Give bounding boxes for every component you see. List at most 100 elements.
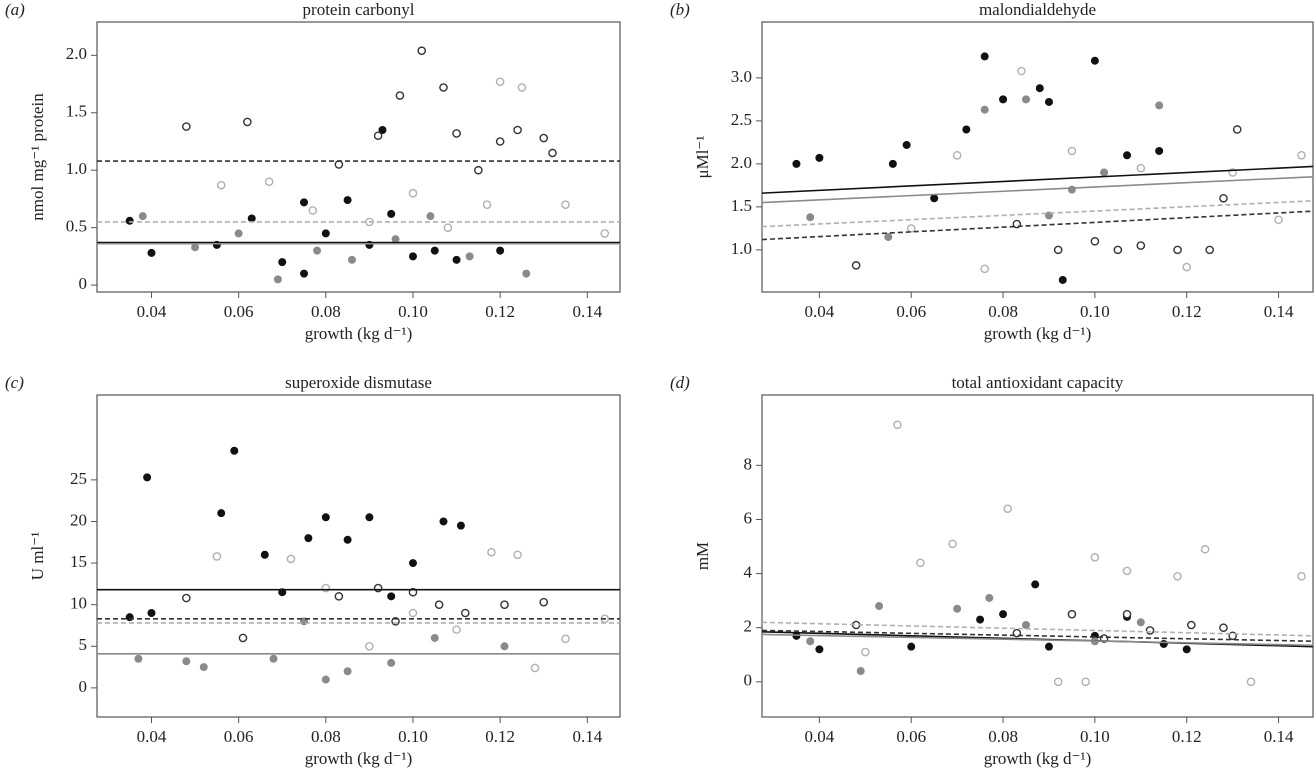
point	[373, 583, 383, 593]
point	[1044, 642, 1053, 651]
point	[365, 513, 374, 522]
point	[408, 252, 417, 261]
point	[1058, 275, 1067, 284]
point	[334, 160, 344, 169]
x-tick-label: 0.12	[1172, 302, 1202, 321]
point	[334, 592, 344, 601]
x-tick-label: 0.12	[485, 727, 515, 746]
point	[1090, 236, 1100, 246]
point	[999, 95, 1008, 104]
point	[1274, 215, 1283, 225]
point	[260, 550, 269, 559]
point	[125, 613, 134, 622]
point	[417, 46, 426, 56]
point	[1035, 84, 1044, 93]
point	[1297, 150, 1306, 160]
point	[452, 625, 461, 634]
x-tick-label: 0.10	[398, 727, 428, 746]
trend-line	[761, 633, 1314, 647]
point	[365, 641, 374, 651]
y-tick-label: 1.0	[731, 239, 752, 258]
point	[1136, 618, 1145, 627]
panel-label: (a)	[5, 0, 25, 19]
point	[539, 597, 549, 607]
point	[387, 592, 396, 601]
point	[1123, 151, 1132, 160]
point	[286, 554, 296, 564]
y-tick-label: 2.5	[731, 110, 752, 129]
point	[408, 608, 418, 618]
point	[343, 196, 352, 205]
trend-line	[761, 629, 1314, 643]
panel-label: (d)	[670, 373, 690, 392]
point	[1067, 609, 1077, 619]
chart-title: protein carbonyl	[303, 0, 415, 19]
point	[460, 608, 470, 618]
x-tick-label: 0.14	[572, 302, 602, 321]
point	[500, 600, 509, 609]
point	[861, 647, 870, 657]
point	[182, 122, 191, 131]
point	[143, 473, 152, 482]
panel-label: (c)	[5, 373, 24, 392]
point	[1022, 95, 1031, 104]
point	[530, 663, 540, 673]
point	[387, 658, 396, 667]
trend-line	[761, 175, 1314, 204]
point	[482, 200, 492, 209]
point	[1219, 623, 1228, 633]
point	[1090, 553, 1100, 562]
point	[426, 212, 435, 221]
point	[395, 91, 405, 100]
point	[300, 198, 309, 207]
point	[300, 269, 309, 278]
point	[893, 420, 902, 430]
x-tick-label: 0.04	[137, 727, 167, 746]
point	[948, 539, 957, 549]
point	[1122, 609, 1132, 619]
point	[391, 235, 400, 244]
point	[1017, 66, 1026, 76]
point	[496, 246, 505, 255]
x-tick-label: 0.04	[137, 302, 167, 321]
x-tick-label: 0.08	[311, 302, 341, 321]
point	[999, 610, 1008, 619]
point	[474, 165, 483, 175]
point	[916, 558, 925, 568]
x-axis-label: growth (kg d⁻¹)	[984, 749, 1092, 768]
y-tick-label: 0	[79, 677, 88, 696]
point	[465, 252, 474, 261]
point	[147, 248, 156, 257]
point	[980, 105, 989, 114]
point	[952, 150, 962, 160]
trend-line	[761, 621, 1314, 637]
x-tick-label: 0.06	[896, 302, 926, 321]
point	[487, 547, 496, 557]
y-tick-label: 5	[79, 635, 88, 654]
point	[234, 229, 243, 238]
point	[134, 654, 143, 663]
x-tick-label: 0.06	[224, 727, 254, 746]
y-tick-label: 10	[70, 594, 87, 613]
point	[1219, 193, 1228, 203]
x-tick-label: 0.14	[572, 727, 602, 746]
point	[1022, 621, 1031, 630]
point	[884, 232, 893, 241]
point	[1053, 245, 1063, 255]
point	[313, 246, 322, 255]
point	[1090, 56, 1099, 65]
point	[434, 600, 444, 609]
point	[930, 194, 939, 203]
point	[1200, 544, 1210, 554]
point	[247, 214, 256, 223]
point	[216, 180, 226, 190]
point	[408, 559, 417, 568]
point	[1173, 245, 1182, 255]
y-tick-label: 6	[744, 508, 753, 527]
point	[273, 275, 282, 284]
point	[1182, 262, 1192, 272]
y-tick-label: 0	[744, 671, 753, 690]
point	[373, 131, 383, 141]
point	[851, 261, 861, 270]
x-axis-label: growth (kg d⁻¹)	[984, 324, 1092, 343]
